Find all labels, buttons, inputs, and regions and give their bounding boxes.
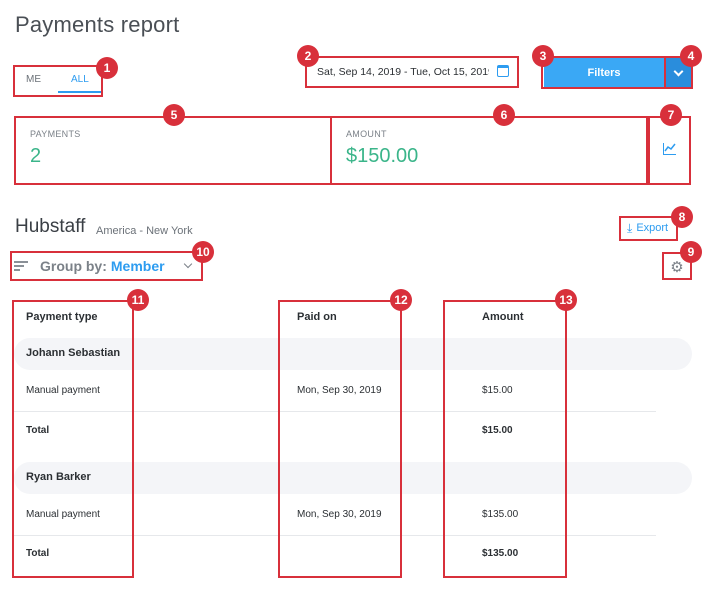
column-header-paid-on[interactable]: Paid on xyxy=(297,311,337,323)
calendar-icon[interactable] xyxy=(497,65,509,77)
download-icon: ⤓ xyxy=(627,220,633,235)
org-name: Hubstaff xyxy=(15,216,86,237)
row-divider xyxy=(14,535,656,536)
column-header-amount[interactable]: Amount xyxy=(482,311,524,323)
group-name: Johann Sebastian xyxy=(26,347,121,359)
table-cell-type: Manual payment xyxy=(26,509,100,520)
highlight-box-10 xyxy=(10,251,203,281)
table-cell-type: Total xyxy=(26,548,50,559)
table-cell-type: Total xyxy=(26,425,50,436)
badge-11: 11 xyxy=(127,289,149,311)
toggle-me[interactable]: ME xyxy=(26,74,41,85)
highlight-box-7 xyxy=(648,116,691,185)
group-by-value: Member xyxy=(110,258,165,274)
table-cell-amount: $135.00 xyxy=(482,548,519,559)
filters-button[interactable]: Filters xyxy=(544,58,664,88)
highlight-box-8 xyxy=(619,216,678,241)
toggle-all[interactable]: ALL xyxy=(58,67,102,93)
highlight-box-5 xyxy=(14,116,332,185)
badge-5: 5 xyxy=(163,104,185,126)
group-row xyxy=(14,338,692,370)
amount-stat-label: AMOUNT xyxy=(346,129,387,139)
table-cell-amount: $135.00 xyxy=(482,509,519,520)
highlight-box-6 xyxy=(330,116,648,185)
group-by-select[interactable]: Group by: Member xyxy=(11,252,203,280)
export-label: Export xyxy=(636,222,669,234)
badge-12: 12 xyxy=(390,289,412,311)
date-range-picker[interactable]: Sat, Sep 14, 2019 - Tue, Oct 15, 2019 xyxy=(306,57,518,87)
table-cell-paid-on: Mon, Sep 30, 2019 xyxy=(297,509,382,520)
highlight-box-9 xyxy=(662,252,692,280)
org-timezone: America - New York xyxy=(96,225,193,237)
date-range-value: Sat, Sep 14, 2019 - Tue, Oct 15, 2019 xyxy=(317,66,489,78)
chart-line-icon xyxy=(664,143,676,152)
export-button[interactable]: ⤓ Export xyxy=(621,217,668,239)
scope-toggle: ME ALL xyxy=(15,67,103,97)
amount-stat: AMOUNT $150.00 xyxy=(332,117,646,183)
group-by-label: Group by: xyxy=(40,258,107,274)
table-cell-paid-on: Mon, Sep 30, 2019 xyxy=(297,385,382,396)
badge-4: 4 xyxy=(680,45,702,67)
badge-13: 13 xyxy=(555,289,577,311)
badge-3: 3 xyxy=(532,45,554,67)
page-title: Payments report xyxy=(15,12,180,37)
highlight-box-1 xyxy=(13,65,103,97)
payments-stat-value: 2 xyxy=(30,145,42,167)
table-cell-amount: $15.00 xyxy=(482,385,513,396)
highlight-box-4 xyxy=(664,56,693,89)
badge-7: 7 xyxy=(660,104,682,126)
highlight-box-11 xyxy=(12,300,134,578)
highlight-box-3 xyxy=(541,56,666,89)
chart-icon[interactable] xyxy=(663,143,676,155)
badge-2: 2 xyxy=(297,45,319,67)
group-name: Ryan Barker xyxy=(26,471,91,483)
badge-6: 6 xyxy=(493,104,515,126)
badge-10: 10 xyxy=(192,241,214,263)
column-header-payment-type[interactable]: Payment type xyxy=(26,311,98,323)
payments-stat: PAYMENTS 2 xyxy=(16,117,330,183)
table-cell-amount: $15.00 xyxy=(482,425,513,436)
group-row xyxy=(14,462,692,494)
badge-9: 9 xyxy=(680,241,702,263)
gear-icon[interactable]: ⚙ xyxy=(670,259,684,276)
badge-8: 8 xyxy=(671,206,693,228)
sort-lines-icon xyxy=(14,261,28,271)
amount-stat-value: $150.00 xyxy=(346,145,419,167)
badge-1: 1 xyxy=(96,57,118,79)
row-divider xyxy=(14,411,656,412)
highlight-box-13 xyxy=(443,300,567,578)
payments-stat-label: PAYMENTS xyxy=(30,129,81,139)
highlight-box-12 xyxy=(278,300,402,578)
table-cell-type: Manual payment xyxy=(26,385,100,396)
highlight-box-2 xyxy=(305,56,519,88)
